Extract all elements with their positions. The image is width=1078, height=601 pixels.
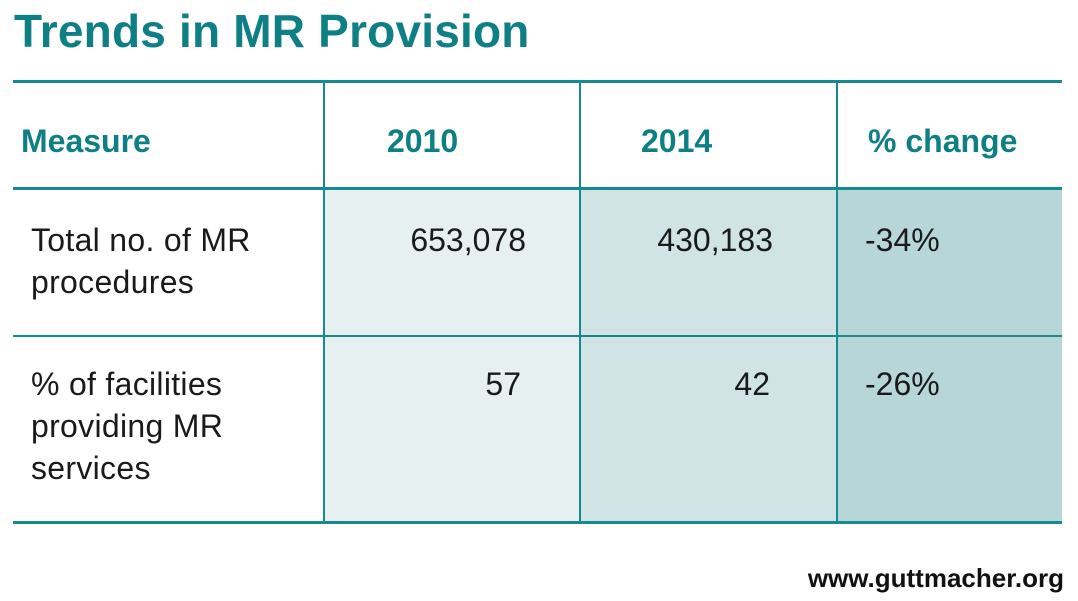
row-1-change: -34%	[865, 222, 940, 258]
header-2014: 2014	[641, 123, 713, 159]
column-divider-3	[836, 83, 838, 521]
row-2-2010: 57	[485, 366, 521, 402]
column-2010-background	[324, 190, 580, 521]
column-2014-background	[580, 190, 838, 521]
header-divider	[13, 187, 1062, 190]
row-1-2014: 430,183	[657, 222, 773, 258]
row-2-change: -26%	[865, 366, 940, 402]
column-divider-2	[579, 83, 581, 521]
data-table: Measure 2010 2014 % change Total no. of …	[13, 80, 1062, 524]
row-2-2014: 42	[734, 366, 770, 402]
column-divider-1	[323, 83, 325, 521]
row-1-2010: 653,078	[410, 222, 526, 258]
header-measure: Measure	[21, 123, 151, 159]
header-2010: 2010	[387, 123, 459, 159]
row-1-measure: Total no. of MR procedures	[31, 222, 251, 300]
page-title: Trends in MR Provision	[14, 5, 530, 57]
row-divider	[13, 335, 1062, 337]
column-change-background	[838, 190, 1062, 521]
source-credit: www.guttmacher.org	[807, 563, 1064, 593]
row-2-measure: % of facilities providing MR services	[31, 366, 224, 486]
header-change: % change	[868, 123, 1018, 159]
